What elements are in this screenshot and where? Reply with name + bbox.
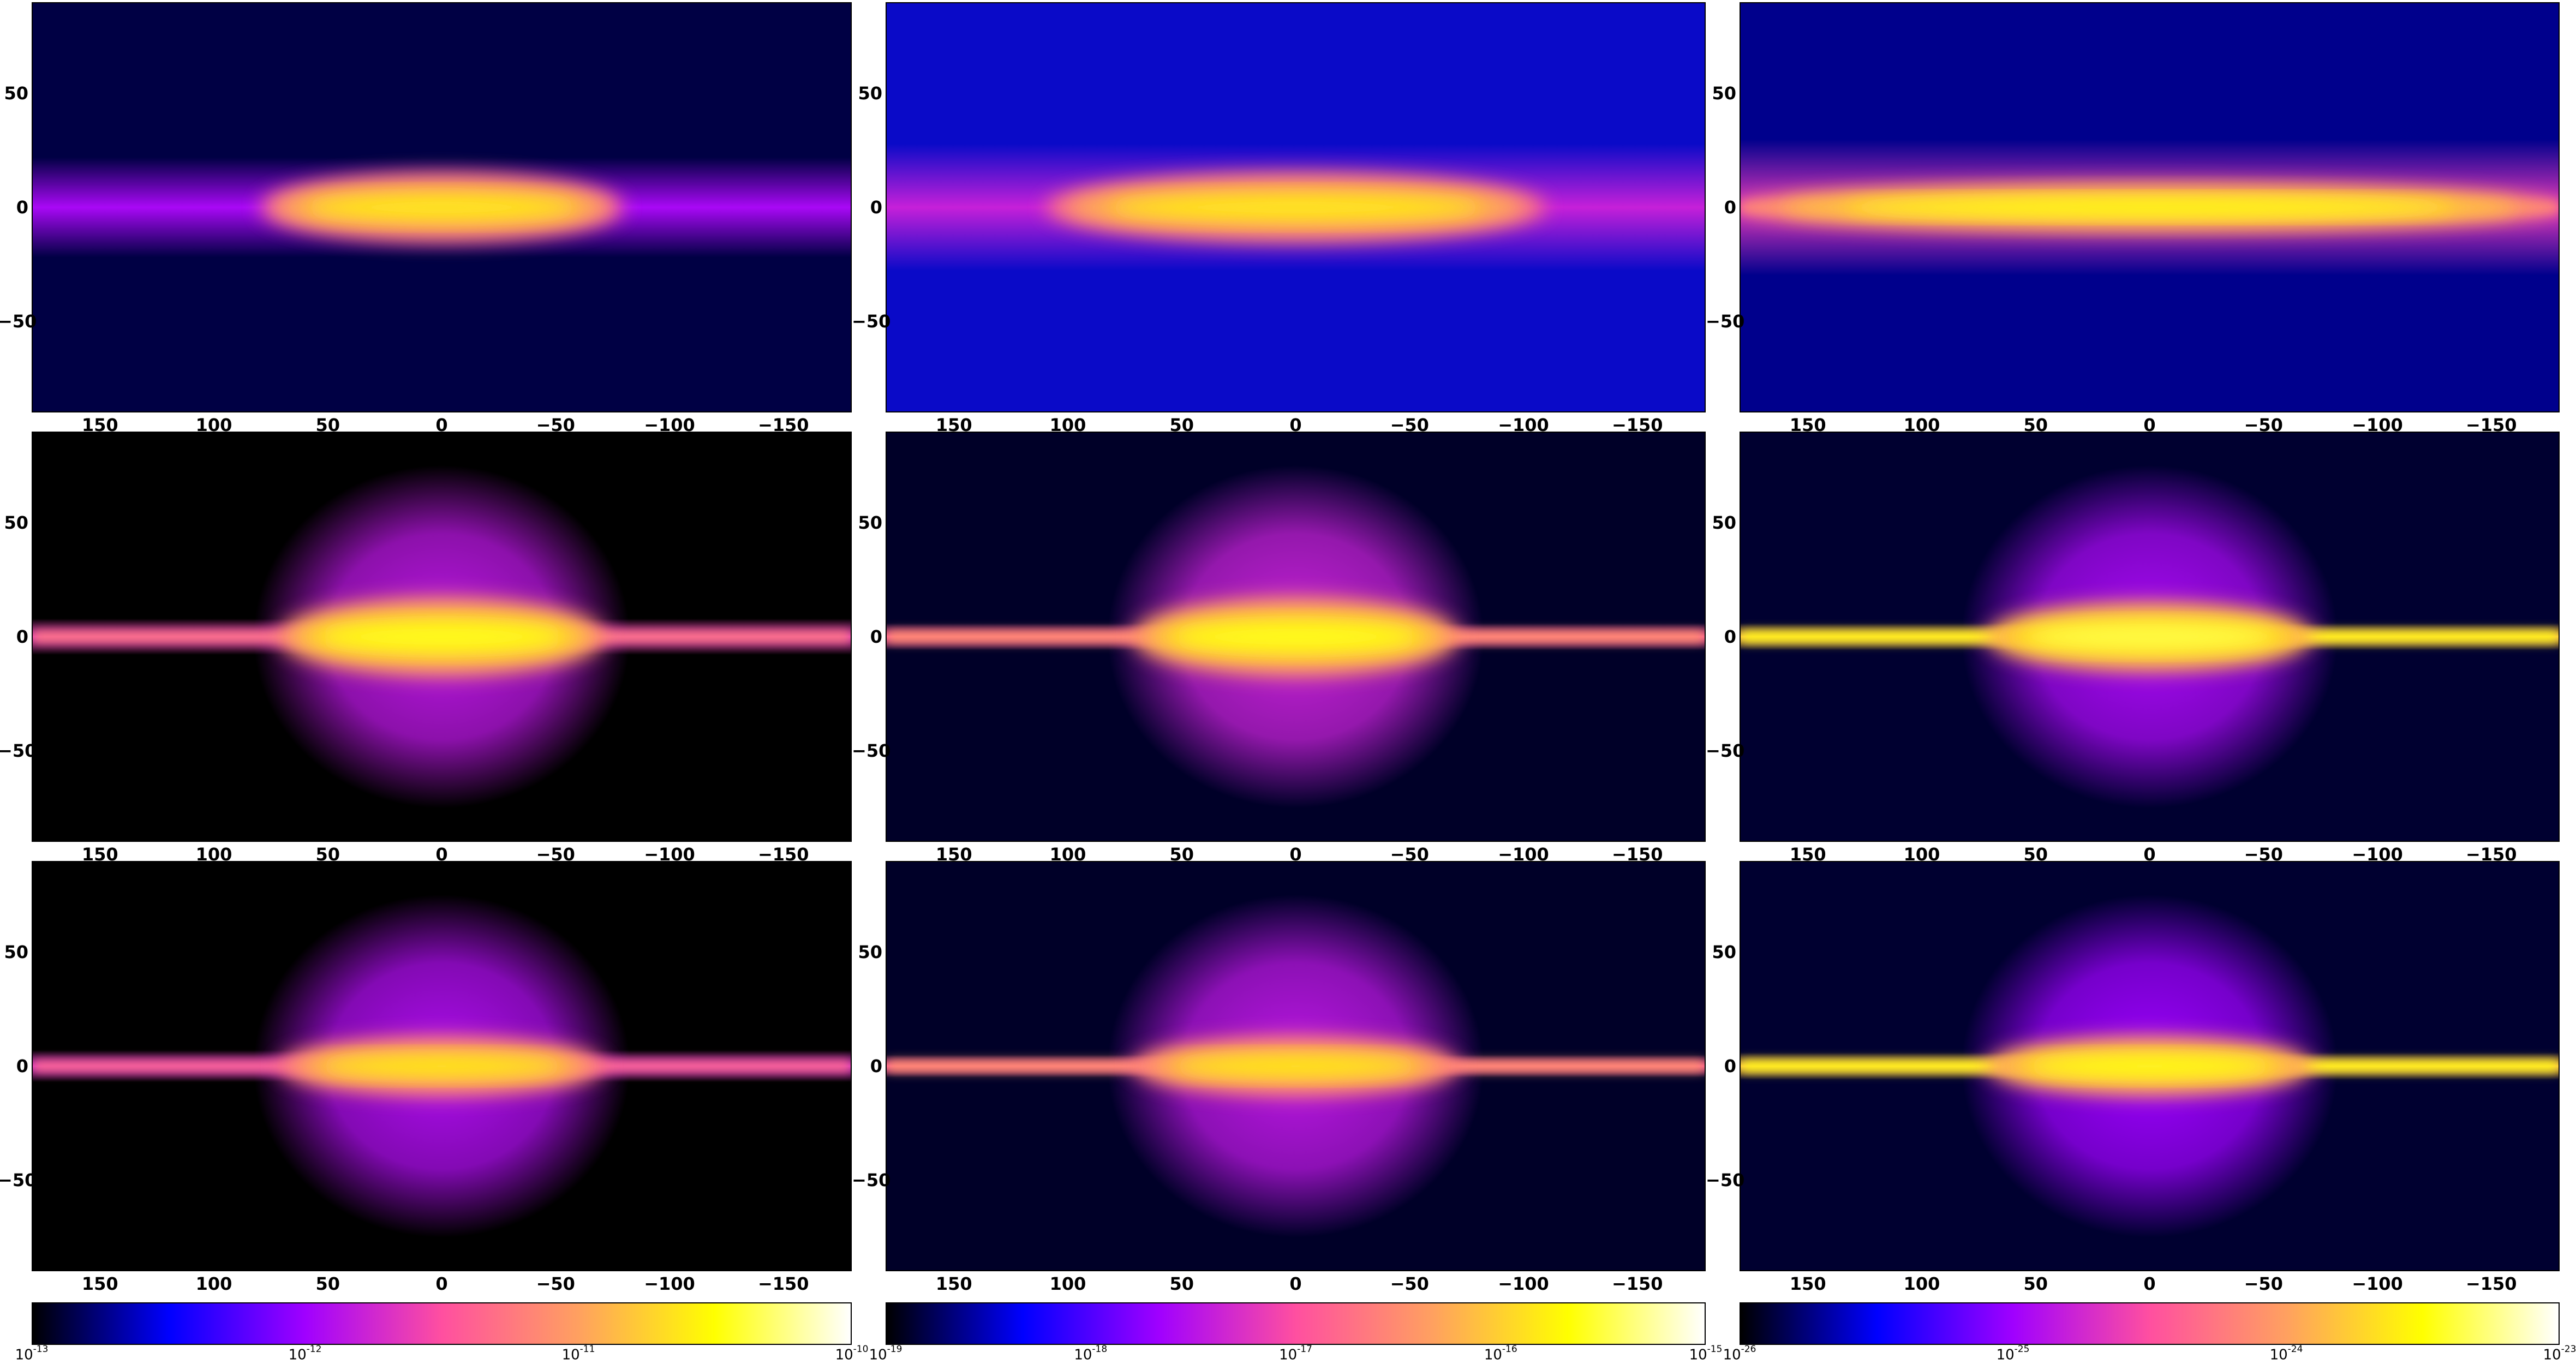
y-tick-label: 0 <box>870 197 882 218</box>
x-tick-label: −50 <box>1390 1273 1429 1294</box>
colorbar-tick-label: 10-11 <box>561 1344 595 1363</box>
y-tick-label: −50 <box>0 740 37 761</box>
disk-emission-layer <box>1173 622 1419 651</box>
y-tick-label: 0 <box>1724 1056 1736 1076</box>
colorbar-tick-label: 10-25 <box>1996 1344 2030 1363</box>
x-tick-label: −100 <box>1498 1273 1549 1294</box>
colorbar-tick-label: 10-15 <box>1689 1344 1723 1363</box>
y-tick-label: −50 <box>0 1169 37 1190</box>
y-tick-label: 0 <box>1724 197 1736 218</box>
y-tick-label: 50 <box>858 942 882 963</box>
heatmap-svg <box>33 3 851 411</box>
colorbar-tick-label: 10-12 <box>288 1344 322 1363</box>
x-tick-label: 50 <box>315 1273 340 1294</box>
y-tick-label: 50 <box>4 83 28 104</box>
colorbar-tick-label: 10-26 <box>1723 1344 1756 1363</box>
colorbar-tick-label: 10-18 <box>1074 1344 1108 1363</box>
colorbar-tick-label: 10-10 <box>835 1344 869 1363</box>
map-panel-r2-c2 <box>1740 861 2560 1271</box>
colorbar-1 <box>886 1302 1706 1345</box>
x-tick-label: 0 <box>2143 415 2156 435</box>
disk-emission-layer <box>2027 624 2273 650</box>
map-panel-r0-c2 <box>1740 2 2560 412</box>
map-panel-r1-c0 <box>32 432 852 842</box>
colorbar-tick-label: 10-16 <box>1484 1344 1517 1363</box>
y-tick-label: 50 <box>858 512 882 534</box>
x-tick-label: −150 <box>757 1273 809 1294</box>
y-tick-label: 50 <box>1712 512 1736 534</box>
y-tick-label: 50 <box>858 83 882 104</box>
x-tick-label: 0 <box>2143 1273 2156 1294</box>
x-tick-label: 100 <box>1903 1273 1940 1294</box>
x-tick-label: 0 <box>1289 1273 1302 1294</box>
y-tick-label: −50 <box>1706 740 1745 761</box>
y-tick-label: −50 <box>852 740 891 761</box>
disk-emission-layer <box>2027 1055 2273 1077</box>
y-tick-label: 0 <box>16 197 28 218</box>
x-tick-label: −150 <box>1611 1273 1663 1294</box>
disk-emission-layer <box>1843 198 2457 217</box>
x-tick-label: 0 <box>435 415 448 435</box>
disk-emission-layer <box>1108 194 1484 220</box>
colorbar-0 <box>32 1302 852 1345</box>
disk-emission-layer <box>319 1055 565 1077</box>
heatmap-svg <box>887 433 1705 841</box>
map-panel-r1-c1 <box>886 432 1706 842</box>
y-tick-label: −50 <box>1706 310 1745 332</box>
y-tick-label: 50 <box>1712 942 1736 963</box>
y-tick-label: −50 <box>0 310 37 332</box>
x-tick-label: 0 <box>1289 415 1302 435</box>
heatmap-svg <box>887 3 1705 411</box>
x-tick-label: −100 <box>2352 1273 2403 1294</box>
x-tick-label: 150 <box>1789 1273 1826 1294</box>
y-tick-label: 50 <box>1712 83 1736 104</box>
y-tick-label: 0 <box>870 1056 882 1076</box>
x-tick-label: 50 <box>2023 1273 2048 1294</box>
y-tick-label: 0 <box>1724 626 1736 647</box>
x-tick-label: 50 <box>1169 1273 1194 1294</box>
x-tick-label: 100 <box>195 1273 232 1294</box>
disk-emission-layer <box>305 194 578 220</box>
y-tick-label: −50 <box>852 310 891 332</box>
heatmap-svg <box>33 433 851 841</box>
x-tick-label: 0 <box>1289 844 1302 865</box>
x-tick-label: −150 <box>2465 1273 2517 1294</box>
y-tick-label: 0 <box>16 626 28 647</box>
disk-emission-layer <box>319 622 565 651</box>
heatmap-svg <box>1741 862 2559 1270</box>
heatmap-svg <box>33 862 851 1270</box>
map-panel-r2-c0 <box>32 861 852 1271</box>
map-panel-r0-c1 <box>886 2 1706 412</box>
heatmap-svg <box>1741 433 2559 841</box>
colorbar-tick-label: 10-19 <box>869 1344 903 1363</box>
x-tick-label: 0 <box>435 1273 448 1294</box>
disk-emission-layer <box>1173 1055 1419 1077</box>
x-tick-label: −50 <box>536 1273 575 1294</box>
colorbar-tick-label: 10-13 <box>15 1344 49 1363</box>
colorbar-2 <box>1740 1302 2560 1345</box>
colorbar-tick-label: 10-17 <box>1279 1344 1312 1363</box>
colorbar-tick-label: 10-23 <box>2543 1344 2576 1363</box>
y-tick-label: 50 <box>4 942 28 963</box>
heatmap-svg <box>887 862 1705 1270</box>
x-tick-label: 150 <box>81 1273 118 1294</box>
x-tick-label: −100 <box>644 1273 695 1294</box>
x-tick-label: 100 <box>1049 1273 1086 1294</box>
map-panel-r2-c1 <box>886 861 1706 1271</box>
colorbar-tick-label: 10-24 <box>2269 1344 2303 1363</box>
x-tick-label: 150 <box>935 1273 972 1294</box>
x-tick-label: 0 <box>435 844 448 865</box>
heatmap-svg <box>1741 3 2559 411</box>
y-tick-label: −50 <box>852 1169 891 1190</box>
y-tick-label: 0 <box>16 1056 28 1076</box>
y-tick-label: 0 <box>870 626 882 647</box>
map-panel-r0-c0 <box>32 2 852 412</box>
x-tick-label: 0 <box>2143 844 2156 865</box>
map-panel-r1-c2 <box>1740 432 2560 842</box>
x-tick-label: −50 <box>2244 1273 2283 1294</box>
y-tick-label: −50 <box>1706 1169 1745 1190</box>
y-tick-label: 50 <box>4 512 28 534</box>
